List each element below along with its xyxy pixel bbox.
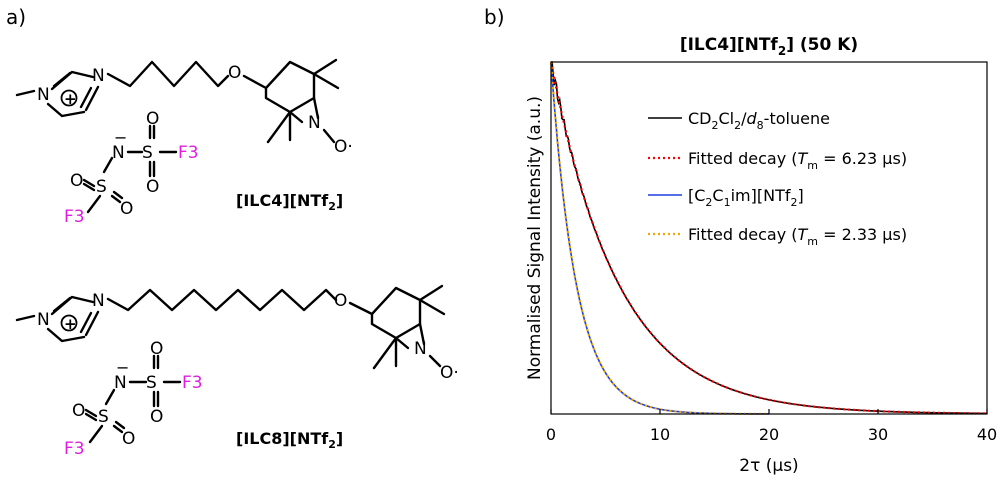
x-axis-label: 2τ (μs)	[739, 456, 798, 476]
anion-f3-top: F3	[182, 373, 203, 393]
structure-ilc4: N + N O N O· N − S O O F3	[15, 58, 353, 227]
panel-a-label: a)	[6, 5, 26, 29]
anion-s1: S	[142, 143, 153, 163]
compound-name-ilc8: [ILC8][NTf2]	[236, 429, 343, 451]
anion-o4: O	[120, 199, 133, 219]
anion-o2: O	[150, 407, 163, 427]
atom-n-plus: N	[92, 66, 105, 86]
atom-n-plus: N	[92, 291, 105, 311]
charge-plus: +	[64, 315, 77, 333]
atom-o-radical: O·	[440, 363, 459, 383]
anion-o1: O	[146, 109, 159, 129]
anion-n: N	[114, 373, 127, 393]
structure-ilc8: N + N O N O· N − S O O F3 S	[15, 284, 459, 459]
anion-s2: S	[98, 407, 109, 427]
atom-o-ether: O	[334, 291, 347, 311]
atom-o-radical: O·	[334, 137, 353, 157]
legend: CD2Cl2/d8-toluene Fitted decay (Tm = 6.2…	[648, 109, 907, 248]
anion-o4: O	[122, 429, 135, 449]
legend-label-series-4: Fitted decay (Tm = 2.33 μs)	[688, 225, 907, 248]
x-tick-label: 20	[759, 425, 779, 444]
anion-f3-bottom: F3	[64, 439, 85, 459]
series-line-2	[549, 61, 987, 415]
anion-o2: O	[146, 177, 159, 197]
legend-label-series-3: [C2C1im][NTf2]	[688, 186, 804, 209]
atom-n-ring: N	[37, 85, 50, 105]
atom-o-ether: O	[228, 63, 241, 83]
y-axis-label: Normalised Signal Intensity (a.u.)	[525, 96, 545, 380]
atom-n-ring: N	[37, 310, 50, 330]
legend-label-series-1: CD2Cl2/d8-toluene	[688, 109, 830, 132]
anion-f3-top: F3	[178, 143, 199, 163]
anion-charge: −	[116, 358, 129, 377]
charge-plus: +	[64, 90, 77, 108]
compound-name-ilc4: [ILC4][NTf2]	[236, 191, 343, 213]
anion-f3-bottom: F3	[64, 207, 85, 227]
legend-label-series-2: Fitted decay (Tm = 6.23 μs)	[688, 149, 907, 172]
x-tick-label: 40	[977, 425, 997, 444]
anion-o1: O	[150, 339, 163, 359]
anion-n: N	[112, 143, 125, 163]
x-tick-label: 10	[650, 425, 670, 444]
anion-charge: −	[114, 128, 127, 147]
anion-o3: O	[72, 401, 85, 421]
chart-title: [ILC4][NTf2] (50 K)	[680, 35, 858, 58]
x-ticks: 0 10 20 30 40	[546, 409, 997, 444]
x-tick-label: 30	[868, 425, 888, 444]
decay-chart: [ILC4][NTf2] (50 K) 0 10 20 30 40 2τ (μs) No…	[525, 35, 997, 476]
x-tick-label: 0	[546, 425, 556, 444]
anion-o3: O	[70, 171, 83, 191]
anion-s1: S	[146, 373, 157, 393]
panel-b-label: b)	[484, 5, 505, 29]
anion-s2: S	[96, 177, 107, 197]
